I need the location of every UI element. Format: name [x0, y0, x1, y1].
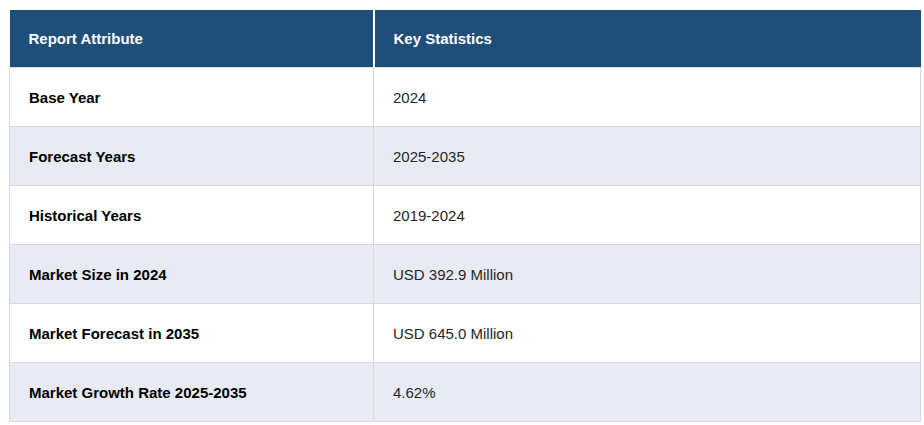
table-row-historical-years: Historical Years 2019-2024: [10, 186, 921, 245]
table-row-market-forecast-2035: Market Forecast in 2035 USD 645.0 Millio…: [10, 304, 921, 363]
header-row: Report Attribute Key Statistics: [10, 10, 921, 68]
table-row-market-growth-rate: Market Growth Rate 2025-2035 4.62%: [10, 363, 921, 422]
report-summary-table: Report Attribute Key Statistics Base Yea…: [9, 10, 921, 422]
value-cell: 2024: [374, 68, 921, 127]
column-header-report-attribute: Report Attribute: [10, 10, 374, 68]
value-cell: USD 392.9 Million: [374, 245, 921, 304]
attribute-cell: Base Year: [10, 68, 374, 127]
table-row-base-year: Base Year 2024: [10, 68, 921, 127]
value-cell: 4.62%: [374, 363, 921, 422]
value-cell: USD 645.0 Million: [374, 304, 921, 363]
column-header-key-statistics: Key Statistics: [374, 10, 921, 68]
table-row-forecast-years: Forecast Years 2025-2035: [10, 127, 921, 186]
attribute-cell: Market Growth Rate 2025-2035: [10, 363, 374, 422]
report-summary-table-container: Report Attribute Key Statistics Base Yea…: [9, 10, 921, 422]
attribute-cell: Historical Years: [10, 186, 374, 245]
attribute-cell: Market Forecast in 2035: [10, 304, 374, 363]
attribute-cell: Market Size in 2024: [10, 245, 374, 304]
value-cell: 2025-2035: [374, 127, 921, 186]
attribute-cell: Forecast Years: [10, 127, 374, 186]
table-row-market-size-2024: Market Size in 2024 USD 392.9 Million: [10, 245, 921, 304]
value-cell: 2019-2024: [374, 186, 921, 245]
